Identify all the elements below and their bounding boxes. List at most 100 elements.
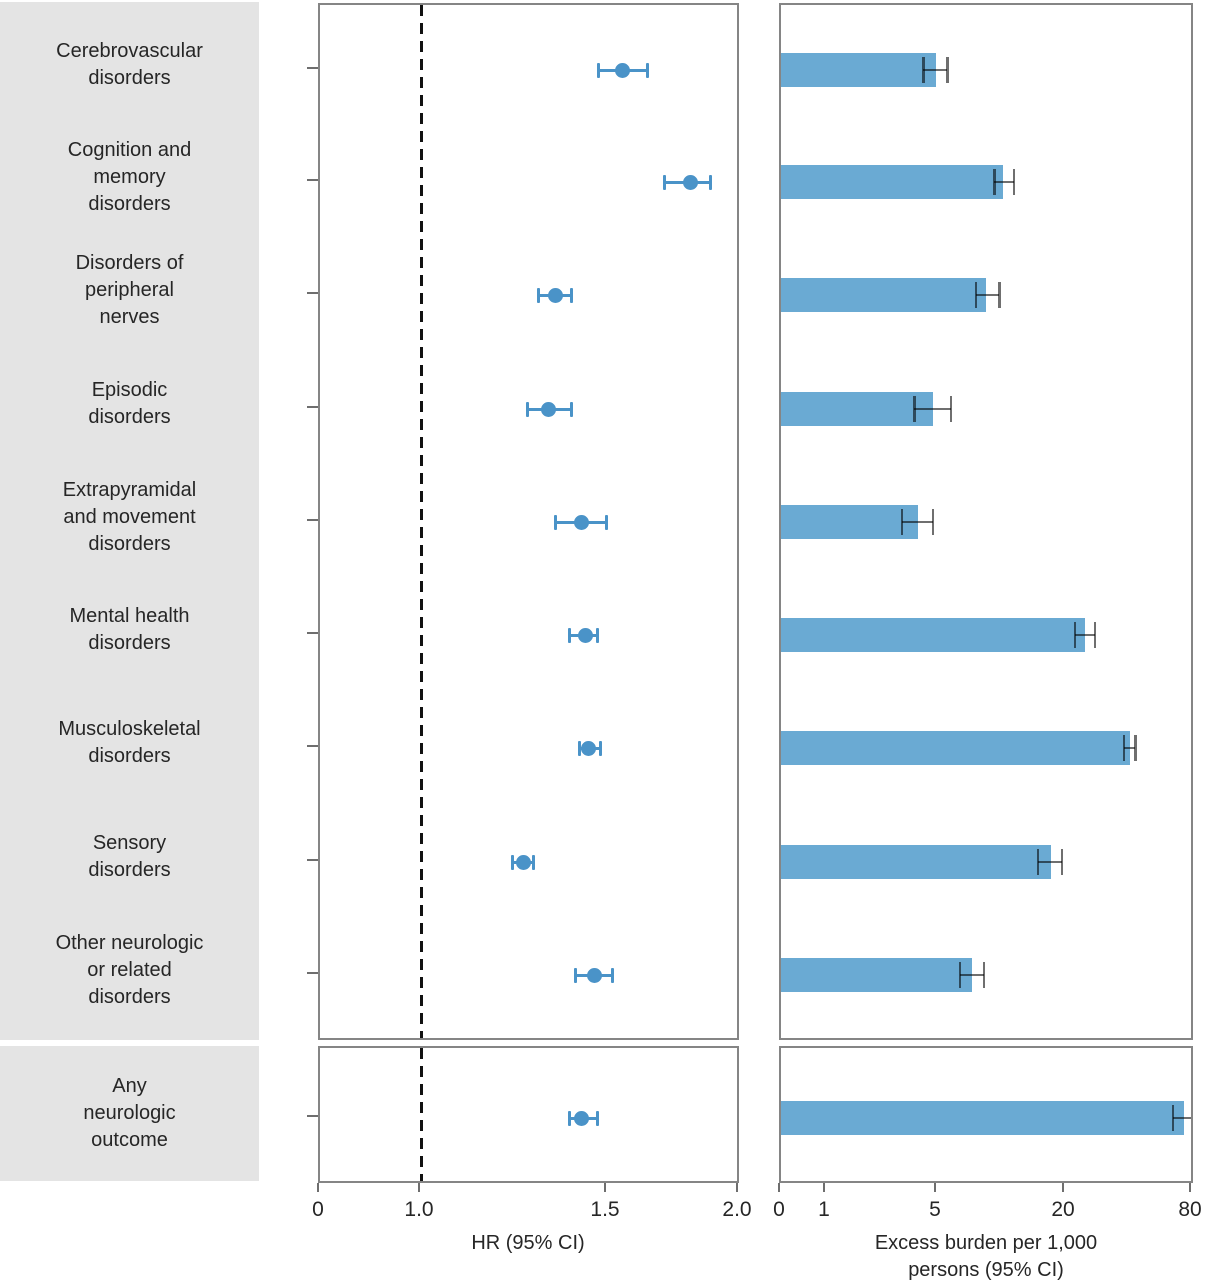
burden-axis-tick (823, 1183, 825, 1192)
burden-ci-whisker (975, 294, 1000, 296)
burden-ci-whisker (1037, 861, 1062, 863)
hr-ci-cap-low (567, 627, 571, 643)
row-tick (307, 632, 318, 634)
hr-axis-tick (604, 1183, 607, 1192)
hr-point (574, 514, 590, 530)
burden-bar-panel (779, 3, 1193, 1040)
hr-forest-plot-area-any (320, 1048, 737, 1181)
burden-ci-cap-low (913, 396, 916, 422)
row-label: Sensory disorders (88, 832, 171, 881)
hr-ci-cap-high (595, 627, 599, 643)
burden-bar-panel-any-outcome (779, 1046, 1193, 1183)
burden-axis-tick (1189, 1183, 1191, 1192)
burden-ci-cap-low (900, 509, 904, 535)
hr-point (683, 174, 699, 190)
category-labels-panel: Cerebrovascular disorders Cognition and mem… (0, 2, 259, 1040)
burden-ci-cap-low (993, 169, 996, 195)
burden-ci-cap-low (1122, 735, 1126, 761)
hr-axis-tick-label: 0 (312, 1198, 324, 1221)
any-outcome-label-panel: Any neurologic outcome (0, 1046, 259, 1181)
row-label: Extrapyramidal and movement disorders (62, 478, 197, 555)
hr-forest-panel-any-outcome (318, 1046, 739, 1183)
burden-axis-tick-label: 80 (1178, 1198, 1202, 1221)
burden-ci-cap-high (949, 396, 953, 422)
row-tick (307, 179, 318, 181)
burden-bar-plot-area (781, 5, 1191, 1038)
burden-ci-whisker (901, 521, 933, 523)
hr-ci-cap-high (598, 740, 602, 756)
burden-axis-tick (778, 1183, 780, 1192)
hr-ci-cap-low (574, 967, 578, 983)
burden-bar (781, 392, 933, 426)
hr-point (580, 740, 596, 756)
burden-ci-cap-high (946, 57, 949, 83)
hr-ci-cap-low (567, 1110, 571, 1126)
burden-ci-cap-low (1073, 622, 1077, 648)
hr-point (515, 854, 531, 870)
burden-ci-cap-low (1171, 1105, 1175, 1131)
hr-ci-cap-high (645, 62, 649, 78)
row-label: Musculoskeletal disorders (58, 718, 201, 767)
burden-ci-whisker (994, 181, 1014, 183)
hr-ci-cap-low (536, 287, 540, 303)
row-label: Any neurologic outcome (83, 1074, 176, 1151)
hr-axis-tick (736, 1183, 738, 1192)
hr-point (577, 627, 593, 643)
hr-axis-tick (317, 1183, 319, 1192)
hr-ci-cap-high (708, 174, 712, 190)
hr-reference-line (420, 5, 423, 1038)
row-tick (307, 292, 318, 294)
hr-ci-cap-low (511, 854, 515, 870)
hr-ci-cap-high (570, 287, 574, 303)
hr-ci-cap-high (595, 1110, 599, 1126)
row-tick (307, 406, 318, 408)
hr-ci-cap-low (554, 514, 558, 530)
hr-forest-plot-area (320, 5, 737, 1038)
burden-ci-cap-high (982, 962, 986, 988)
hr-reference-line (420, 1048, 423, 1181)
row-tick (307, 67, 318, 69)
burden-ci-cap-high (931, 509, 935, 535)
hr-ci-cap-high (605, 514, 609, 530)
burden-ci-cap-high (1134, 735, 1137, 761)
hr-point (547, 287, 563, 303)
burden-ci-whisker (1074, 634, 1095, 636)
burden-bar (781, 278, 986, 312)
hr-ci-cap-high (611, 967, 615, 983)
burden-bar (781, 618, 1086, 652)
burden-axis-tick-label: 20 (1051, 1198, 1075, 1221)
burden-axis-title-line1: Excess burden per 1,000 (874, 1232, 1098, 1254)
hr-point (574, 1110, 590, 1126)
hr-axis-tick-label: 1.0 (404, 1198, 434, 1221)
burden-ci-cap-low (922, 57, 925, 83)
burden-bar (781, 1101, 1184, 1135)
row-label: Episodic disorders (88, 379, 171, 428)
row-label: Other neurologic or related disorders (55, 931, 204, 1008)
burden-axis-tick-label: 5 (929, 1198, 941, 1221)
hr-ci-cap-low (526, 401, 530, 417)
hr-point (540, 401, 556, 417)
burden-bar (781, 505, 919, 539)
row-label: Disorders of peripheral nerves (75, 251, 184, 328)
hr-point (587, 967, 603, 983)
row-label: Cognition and memory disorders (67, 138, 192, 215)
hr-point (614, 62, 630, 78)
row-label: Cerebrovascular disorders (56, 40, 203, 89)
row-tick (307, 519, 318, 521)
hr-forest-panel (318, 3, 739, 1040)
row-tick (307, 745, 318, 747)
burden-bar (781, 845, 1051, 879)
row-tick (307, 859, 318, 861)
burden-ci-whisker (1172, 1117, 1191, 1119)
burden-ci-cap-low (1036, 849, 1040, 875)
burden-axis-tick-label: 1 (818, 1198, 830, 1221)
hr-axis-tick (418, 1183, 420, 1192)
burden-bar-plot-area-any (781, 1048, 1191, 1181)
row-label: Mental health disorders (69, 605, 190, 654)
hr-ci-cap-high (532, 854, 536, 870)
burden-axis-tick-label: 0 (773, 1198, 785, 1221)
burden-axis-tick (934, 1183, 936, 1192)
burden-ci-cap-high (998, 282, 1001, 308)
hr-axis-tick-label: 1.5 (590, 1198, 620, 1221)
